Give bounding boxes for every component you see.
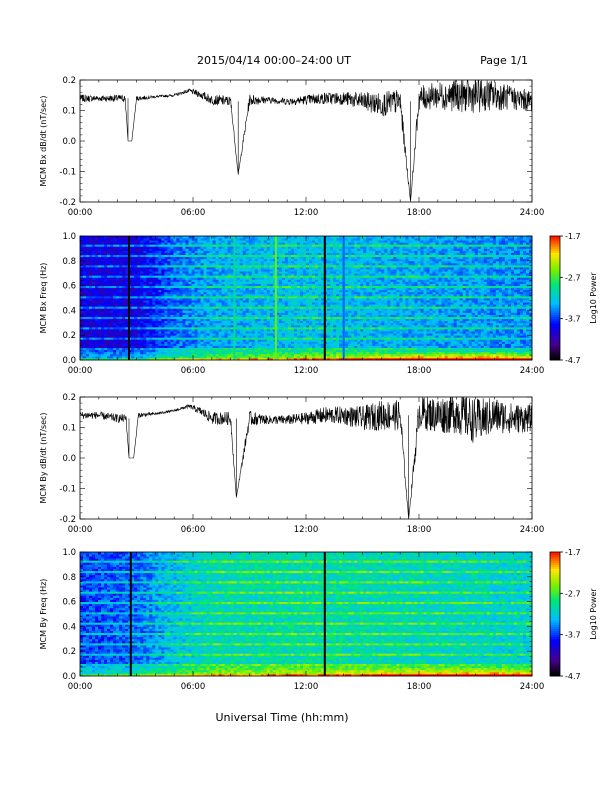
y-axis-label: MCM Bx Freq (Hz) [39, 263, 48, 334]
y-axis-label: MCM By dB/dt (nT/sec) [39, 412, 48, 503]
y-tick-label: 0.2 [62, 647, 76, 657]
series-line [80, 80, 532, 202]
y-tick-label: 0.8 [62, 257, 76, 267]
x-tick-label: 00:00 [68, 366, 93, 376]
x-tick-label: 18:00 [407, 682, 432, 692]
x-tick-label: 12:00 [294, 366, 319, 376]
x-tick-label: 06:00 [181, 525, 206, 535]
y-axis-label: MCM Bx dB/dt (nT/sec) [39, 95, 48, 186]
x-tick-label: 12:00 [294, 682, 319, 692]
y-tick-label: -0.2 [59, 198, 76, 208]
colorbar-tick-label: -3.7 [565, 631, 581, 640]
y-tick-label: 0.4 [62, 622, 76, 632]
colorbar-tick-label: -2.7 [565, 273, 581, 282]
y-tick-label: -0.1 [59, 485, 76, 495]
y-tick-label: 0.2 [62, 393, 76, 403]
colorbar-tick-label: -4.7 [565, 672, 581, 681]
panel-3: 00:00 06:00 12:00 18:00 24:00 -0.2 -0.1 0.0 0.1 0… [39, 393, 544, 535]
spectral-line-4 [324, 236, 326, 360]
x-tick-label: 12:00 [294, 208, 319, 218]
x-tick-label: 24:00 [520, 208, 545, 218]
y-tick-label: 1.0 [62, 548, 76, 558]
figure: 2015/04/14 00:00–24:00 UT Page 1/1 00:00… [0, 0, 612, 792]
spectrogram [80, 552, 532, 676]
x-axis-label: Universal Time (hh:mm) [216, 711, 349, 724]
colorbar-tick-label: -3.7 [565, 315, 581, 324]
y-tick-label: -0.1 [59, 168, 76, 178]
spectral-line-2 [324, 552, 326, 676]
figure-title: 2015/04/14 00:00–24:00 UT [197, 54, 351, 67]
spectral-line-1 [128, 236, 130, 360]
page-indicator: Page 1/1 [480, 54, 528, 67]
y-tick-label: 0.0 [62, 454, 76, 464]
colorbar-tick-label: -1.7 [565, 232, 581, 241]
colorbar-tick-label: -4.7 [565, 356, 581, 365]
panel-4: -1.7 -2.7 -3.7 -4.7 Log10 Power 00:00 06:00 12:… [39, 548, 598, 692]
y-tick-label: 0.1 [62, 424, 76, 434]
y-tick-label: 0.0 [62, 137, 76, 147]
x-tick-label: 00:00 [68, 525, 93, 535]
y-tick-label: 0.2 [62, 331, 76, 341]
y-tick-label: 0.6 [62, 598, 76, 608]
x-tick-label: 18:00 [407, 366, 432, 376]
x-tick-label: 18:00 [407, 208, 432, 218]
series-line [80, 397, 532, 519]
colorbar: -1.7 -2.7 -3.7 -4.7 Log10 Power [550, 232, 598, 365]
y-tick-label: 0.6 [62, 282, 76, 292]
y-tick-label: 0.4 [62, 306, 76, 316]
colorbar-label: Log10 Power [589, 272, 598, 324]
x-tick-label: 24:00 [520, 682, 545, 692]
x-tick-label: 12:00 [294, 525, 319, 535]
colorbar-label: Log10 Power [589, 588, 598, 640]
colorbar-tick-label: -1.7 [565, 548, 581, 557]
spectrogram [80, 236, 532, 360]
x-tick-label: 18:00 [407, 525, 432, 535]
y-tick-label: 1.0 [62, 232, 76, 242]
panel-2: -1.7 -2.7 -3.7 -4.7 Log10 Power 00:00 06:00 12:… [39, 232, 598, 376]
x-tick-label: 00:00 [68, 208, 93, 218]
y-tick-label: -0.2 [59, 515, 76, 525]
x-tick-label: 00:00 [68, 682, 93, 692]
y-axis-label: MCM By Freq (Hz) [39, 579, 48, 650]
x-tick-label: 24:00 [520, 366, 545, 376]
x-tick-label: 24:00 [520, 525, 545, 535]
x-tick-label: 06:00 [181, 682, 206, 692]
y-tick-label: 0.8 [62, 573, 76, 583]
colorbar: -1.7 -2.7 -3.7 -4.7 Log10 Power [550, 548, 598, 681]
spectral-line-2 [233, 236, 235, 360]
y-tick-label: 0.2 [62, 76, 76, 86]
y-tick-label: 0.0 [62, 672, 76, 682]
spectral-line-3 [275, 236, 277, 360]
y-tick-label: 0.1 [62, 107, 76, 117]
y-tick-label: 0.0 [62, 356, 76, 366]
x-tick-label: 06:00 [181, 208, 206, 218]
colorbar-tick-label: -2.7 [565, 589, 581, 598]
x-tick-label: 06:00 [181, 366, 206, 376]
panel-1: 00:00 06:00 12:00 18:00 24:00 -0.2 -0.1 0.0 0.1 0… [39, 76, 544, 218]
spectral-line-1 [130, 552, 132, 676]
spectral-line-5 [343, 236, 345, 360]
